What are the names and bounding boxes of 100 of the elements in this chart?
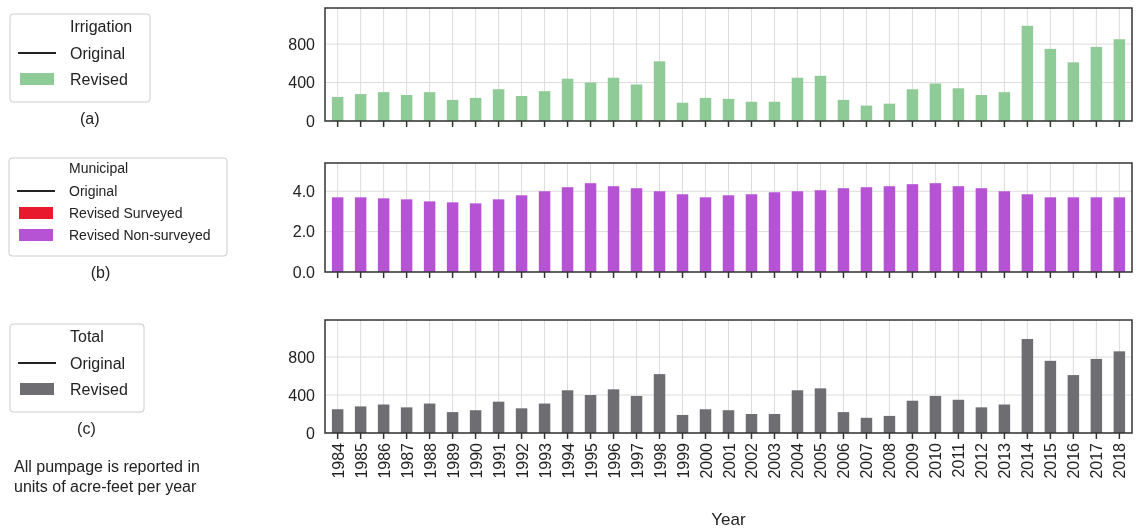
y-tick-label: 400 xyxy=(288,386,316,404)
bar xyxy=(584,183,597,272)
bar xyxy=(446,99,459,121)
bar xyxy=(768,101,781,121)
bar xyxy=(515,408,528,433)
bar xyxy=(814,388,827,433)
bar xyxy=(515,96,528,121)
x-tick-label: 1998 xyxy=(651,442,669,479)
bar xyxy=(492,199,505,272)
bar xyxy=(837,188,850,272)
x-tick-label: 1996 xyxy=(605,442,623,479)
x-tick-label: 2007 xyxy=(858,442,876,479)
x-tick-label: 2017 xyxy=(1088,442,1106,479)
bar xyxy=(699,97,712,121)
x-tick-label: 2002 xyxy=(743,442,761,479)
y-tick-label: 400 xyxy=(288,74,316,92)
bar xyxy=(1021,194,1034,272)
bar xyxy=(607,77,620,121)
bar xyxy=(722,98,735,121)
bar xyxy=(538,403,551,433)
bar xyxy=(722,195,735,272)
bar xyxy=(998,191,1011,272)
bar xyxy=(1113,351,1126,433)
y-tick-label: 0 xyxy=(306,424,316,442)
bar xyxy=(1113,39,1126,121)
bar xyxy=(1021,25,1034,121)
bar xyxy=(630,84,643,121)
x-tick-label: 1988 xyxy=(421,442,439,479)
bar xyxy=(423,403,436,433)
bar xyxy=(331,409,344,433)
bar xyxy=(1044,48,1057,121)
bar xyxy=(676,414,689,433)
x-tick-label: 2003 xyxy=(766,442,784,479)
bar xyxy=(584,395,597,433)
legend-label: Revised xyxy=(70,380,128,398)
bar xyxy=(469,410,482,433)
bar xyxy=(883,415,896,433)
legend-label: Revised Surveyed xyxy=(69,204,183,221)
legend-label: Original xyxy=(70,44,126,62)
x-tick-label: 2018 xyxy=(1111,442,1129,479)
bar xyxy=(791,191,804,272)
x-tick-label: 2011 xyxy=(950,442,968,478)
bar xyxy=(492,401,505,433)
legend-label: Original xyxy=(70,354,126,372)
bar xyxy=(1113,197,1126,272)
bar xyxy=(699,197,712,272)
bar xyxy=(653,374,666,433)
legend-title: Total xyxy=(70,328,104,346)
bar xyxy=(952,88,965,121)
bar xyxy=(653,61,666,121)
bar xyxy=(929,183,942,272)
bar xyxy=(377,92,390,121)
x-tick-label: 1984 xyxy=(329,442,347,479)
bar xyxy=(377,404,390,433)
y-tick-label: 800 xyxy=(288,35,316,53)
legend-title: Irrigation xyxy=(70,18,133,36)
bar xyxy=(1044,197,1057,272)
bar xyxy=(837,99,850,121)
bar xyxy=(377,198,390,272)
bar xyxy=(584,82,597,121)
bar xyxy=(1090,46,1103,121)
bar xyxy=(423,92,436,121)
text: (b) xyxy=(90,264,111,281)
bar xyxy=(1090,197,1103,272)
bar xyxy=(561,390,574,433)
bar xyxy=(768,192,781,272)
bar xyxy=(975,188,988,272)
x-tick-label: 1991 xyxy=(490,442,508,479)
bar xyxy=(561,78,574,121)
bar xyxy=(676,194,689,272)
x-tick-label: 2008 xyxy=(881,442,899,479)
bar xyxy=(1067,375,1080,433)
bar xyxy=(998,92,1011,121)
bar xyxy=(722,410,735,433)
bar xyxy=(354,197,367,272)
y-tick-label: 0.0 xyxy=(292,263,316,281)
bar xyxy=(745,414,758,433)
y-tick-label: 4.0 xyxy=(292,182,316,200)
bar xyxy=(952,186,965,272)
bar xyxy=(929,395,942,433)
bar xyxy=(768,414,781,433)
bar xyxy=(354,406,367,433)
x-axis-title: Year xyxy=(711,510,747,529)
bar xyxy=(354,94,367,121)
x-tick-label: 2016 xyxy=(1065,442,1083,479)
y-tick-label: 800 xyxy=(288,348,316,366)
x-tick-label: 2009 xyxy=(904,442,922,479)
bar xyxy=(469,97,482,121)
bar xyxy=(607,389,620,433)
bar xyxy=(883,186,896,272)
bar xyxy=(998,404,1011,433)
bar xyxy=(1067,197,1080,272)
x-tick-label: 2005 xyxy=(812,442,830,479)
x-tick-label: 2010 xyxy=(927,442,945,479)
bar xyxy=(331,96,344,121)
x-tick-label: 1992 xyxy=(513,442,531,479)
bar xyxy=(814,75,827,121)
bar xyxy=(975,407,988,433)
bar xyxy=(561,187,574,272)
x-tick-label: 2015 xyxy=(1042,442,1060,479)
